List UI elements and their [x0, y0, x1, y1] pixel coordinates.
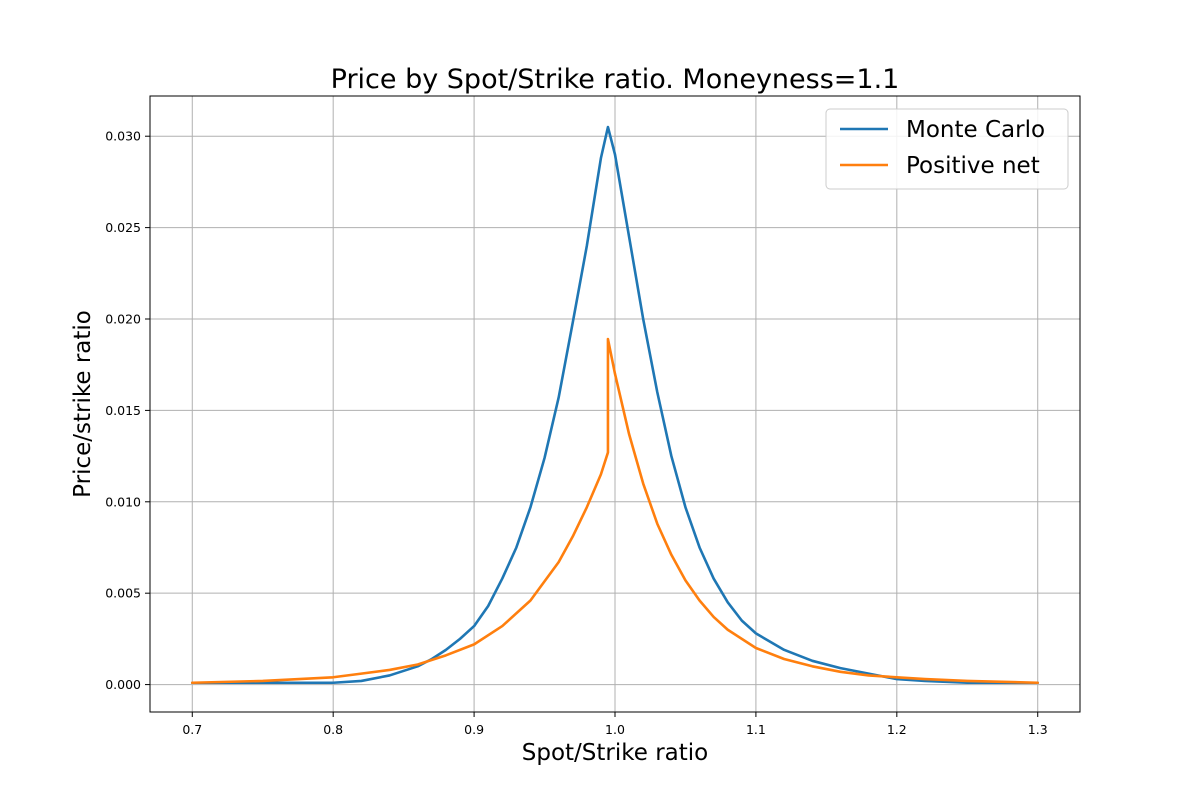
- series-lines: [190, 125, 1040, 685]
- x-tick-label: 1.2: [887, 722, 907, 737]
- x-axis-label: Spot/Strike ratio: [522, 740, 709, 766]
- x-tick-label: 1.0: [605, 722, 625, 737]
- y-tick-label: 0.015: [105, 403, 141, 418]
- y-axis-label: Price/strike ratio: [70, 310, 96, 498]
- series-line-monte-carlo: [190, 125, 1040, 685]
- x-tick-label: 0.9: [464, 722, 484, 737]
- y-axis-ticks: 0.000 0.005 0.010 0.015 0.020 0.025 0.030: [105, 129, 150, 692]
- chart-title: Price by Spot/Strike ratio. Moneyness=1.…: [331, 64, 900, 95]
- legend-label: Positive net: [906, 153, 1040, 179]
- x-tick-label: 0.7: [182, 722, 202, 737]
- x-tick-label: 1.1: [746, 722, 766, 737]
- x-axis-ticks: 0.7 0.8 0.9 1.0 1.1 1.2 1.3: [182, 712, 1048, 737]
- series-line-positive-net: [190, 337, 1040, 685]
- x-tick-label: 0.8: [323, 722, 343, 737]
- legend: Monte Carlo Positive net: [825, 108, 1069, 190]
- y-tick-label: 0.000: [105, 677, 141, 692]
- x-tick-label: 1.3: [1028, 722, 1048, 737]
- y-tick-label: 0.010: [105, 494, 141, 509]
- y-tick-label: 0.025: [105, 220, 141, 235]
- legend-label: Monte Carlo: [906, 117, 1045, 143]
- y-tick-label: 0.020: [105, 312, 141, 327]
- y-tick-label: 0.005: [105, 586, 141, 601]
- y-tick-label: 0.030: [105, 129, 141, 144]
